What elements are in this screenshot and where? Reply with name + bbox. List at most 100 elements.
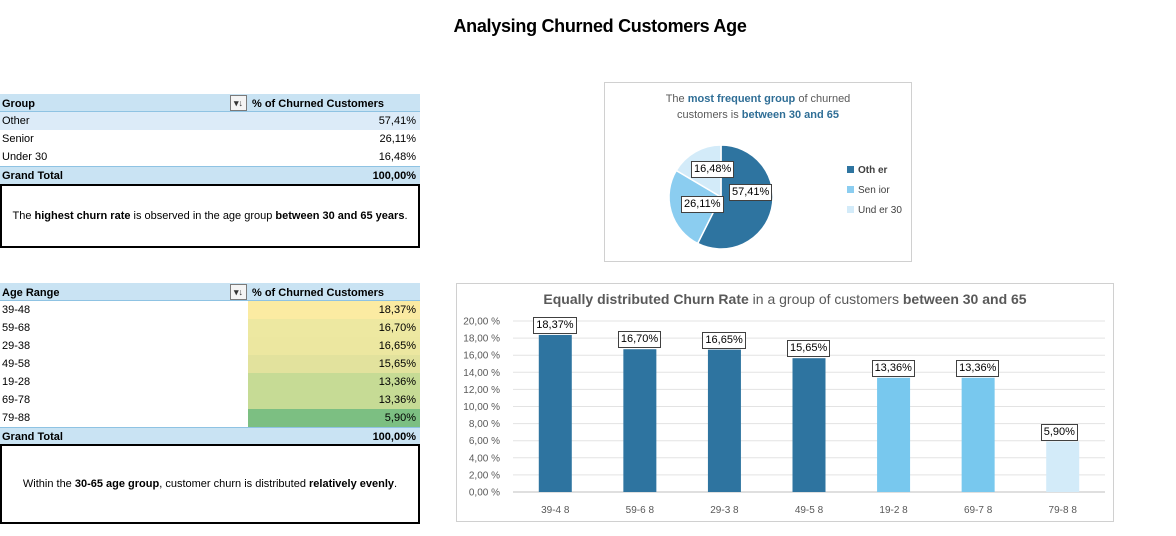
row-label: Senior xyxy=(2,133,34,145)
row-value: 18,37% xyxy=(378,304,416,316)
heatmap-cell xyxy=(248,373,420,391)
legend-swatch xyxy=(847,186,854,193)
bar-data-label: 13,36% xyxy=(871,359,915,377)
grand-total-row[interactable]: Grand Total 100,00% xyxy=(0,427,420,445)
grand-total-value: 100,00% xyxy=(372,170,416,182)
x-tick-label: 19-2 8 xyxy=(879,505,908,516)
age-range-table-header: Age Range ▾↓ % of Churned Customers xyxy=(0,283,420,301)
bar-chart-title: Equally distributed Churn Rate in a grou… xyxy=(543,291,1027,307)
grand-total-label: Grand Total xyxy=(2,431,63,443)
filter-sort-icon[interactable]: ▾↓ xyxy=(230,284,247,300)
group-insight-note: The highest churn rate is observed in th… xyxy=(0,184,420,248)
y-tick-label: 8,00 % xyxy=(469,419,500,430)
row-value: 16,48% xyxy=(378,151,416,163)
x-tick-label: 39-4 8 xyxy=(541,505,570,516)
x-tick-label: 59-6 8 xyxy=(626,505,655,516)
bar[interactable] xyxy=(877,377,911,492)
x-tick-label: 69-7 8 xyxy=(964,505,993,516)
heatmap-cell xyxy=(248,301,420,319)
group-pivot-table: Group ▾↓ % of Churned Customers Other 57… xyxy=(0,94,420,184)
filter-sort-icon[interactable]: ▾↓ xyxy=(230,95,247,111)
row-value: 16,70% xyxy=(378,322,416,334)
pie-data-label: 16,48% xyxy=(691,161,735,178)
row-label: 59-68 xyxy=(2,322,31,334)
bar[interactable] xyxy=(538,334,572,492)
legend-item[interactable]: Und er 30 xyxy=(847,205,902,216)
legend-swatch xyxy=(847,166,854,173)
row-label: 39-48 xyxy=(2,304,31,316)
row-label: 79-88 xyxy=(2,412,31,424)
table-row[interactable]: 49-58 15,65% xyxy=(0,355,420,373)
grand-total-value: 100,00% xyxy=(372,431,416,443)
y-tick-label: 16,00 % xyxy=(463,351,500,362)
heatmap-cell xyxy=(248,337,420,355)
row-value: 57,41% xyxy=(378,115,416,127)
legend-label: Und er 30 xyxy=(858,205,902,216)
table-row[interactable]: Other 57,41% xyxy=(0,112,420,130)
table-row[interactable]: Senior 26,11% xyxy=(0,130,420,148)
legend-item[interactable]: Sen ior xyxy=(847,185,890,196)
bar[interactable] xyxy=(961,377,995,492)
bar[interactable] xyxy=(707,349,741,492)
age-range-pivot-table: Age Range ▾↓ % of Churned Customers 39-4… xyxy=(0,283,420,445)
y-tick-label: 2,00 % xyxy=(469,470,500,481)
heatmap-cell xyxy=(248,391,420,409)
row-label: 49-58 xyxy=(2,358,31,370)
table-row[interactable]: 39-48 18,37% xyxy=(0,301,420,319)
row-value: 13,36% xyxy=(378,394,416,406)
age-range-column-header[interactable]: Age Range xyxy=(2,287,60,299)
legend-label: Sen ior xyxy=(858,185,890,196)
row-label: 19-28 xyxy=(2,376,31,388)
y-tick-label: 10,00 % xyxy=(463,402,500,413)
row-label: Other xyxy=(2,115,30,127)
bar-data-label: 16,65% xyxy=(702,331,746,349)
table-row[interactable]: 19-28 13,36% xyxy=(0,373,420,391)
table-row[interactable]: 69-78 13,36% xyxy=(0,391,420,409)
row-label: 69-78 xyxy=(2,394,31,406)
table-row[interactable]: 59-68 16,70% xyxy=(0,319,420,337)
table-row[interactable]: 29-38 16,65% xyxy=(0,337,420,355)
group-table-header: Group ▾↓ % of Churned Customers xyxy=(0,94,420,112)
pie-chart[interactable]: The most frequent group of churned custo… xyxy=(604,82,912,262)
row-label: Under 30 xyxy=(2,151,48,163)
age-range-insight-note: Within the 30-65 age group, customer chu… xyxy=(0,444,420,524)
row-value: 26,11% xyxy=(379,133,417,145)
legend-label: Oth er xyxy=(858,165,888,176)
grand-total-row[interactable]: Grand Total 100,00% xyxy=(0,166,420,184)
y-tick-label: 4,00 % xyxy=(469,453,500,464)
bar-plot-area: 0,00 % 2,00 % 4,00 % 6,00 % 8,00 % 10,00 % 12,… xyxy=(463,317,1105,516)
bar-data-label: 15,65% xyxy=(787,340,831,358)
heatmap-cell xyxy=(248,409,420,427)
row-value: 5,90% xyxy=(384,412,416,424)
table-row[interactable]: Under 30 16,48% xyxy=(0,148,420,166)
pie-data-label: 57,41% xyxy=(729,184,773,201)
heatmap-cell xyxy=(248,319,420,337)
row-label: 29-38 xyxy=(2,340,31,352)
y-tick-label: 20,00 % xyxy=(463,317,500,328)
group-column-header[interactable]: Group xyxy=(2,98,35,110)
bar-data-label: 5,90% xyxy=(1040,423,1078,441)
grand-total-label: Grand Total xyxy=(2,170,63,182)
pie-data-label: 26,11% xyxy=(681,196,724,213)
x-tick-label: 49-5 8 xyxy=(795,505,824,516)
table-row[interactable]: 79-88 5,90% xyxy=(0,409,420,427)
y-tick-label: 0,00 % xyxy=(469,488,500,499)
bar-chart[interactable]: Equally distributed Churn Rate in a grou… xyxy=(456,283,1114,522)
legend-item[interactable]: Oth er xyxy=(847,165,887,176)
pie-chart-title: The most frequent group of churned custo… xyxy=(665,93,851,121)
x-tick-label: 79-8 8 xyxy=(1049,505,1078,516)
x-tick-label: 29-3 8 xyxy=(710,505,739,516)
legend-swatch xyxy=(847,206,854,213)
churn-percent-column-header[interactable]: % of Churned Customers xyxy=(252,287,385,299)
churn-percent-column-header[interactable]: % of Churned Customers xyxy=(252,98,385,110)
bar[interactable] xyxy=(623,349,657,492)
row-value: 13,36% xyxy=(378,376,416,388)
row-value: 15,65% xyxy=(378,358,416,370)
heatmap-cell xyxy=(248,355,420,373)
bar[interactable] xyxy=(1046,441,1080,492)
bar-data-label: 13,36% xyxy=(956,359,1000,377)
page-title: Analysing Churned Customers Age xyxy=(453,16,747,36)
bar[interactable] xyxy=(792,358,826,492)
y-tick-label: 14,00 % xyxy=(463,368,500,379)
row-value: 16,65% xyxy=(378,340,416,352)
